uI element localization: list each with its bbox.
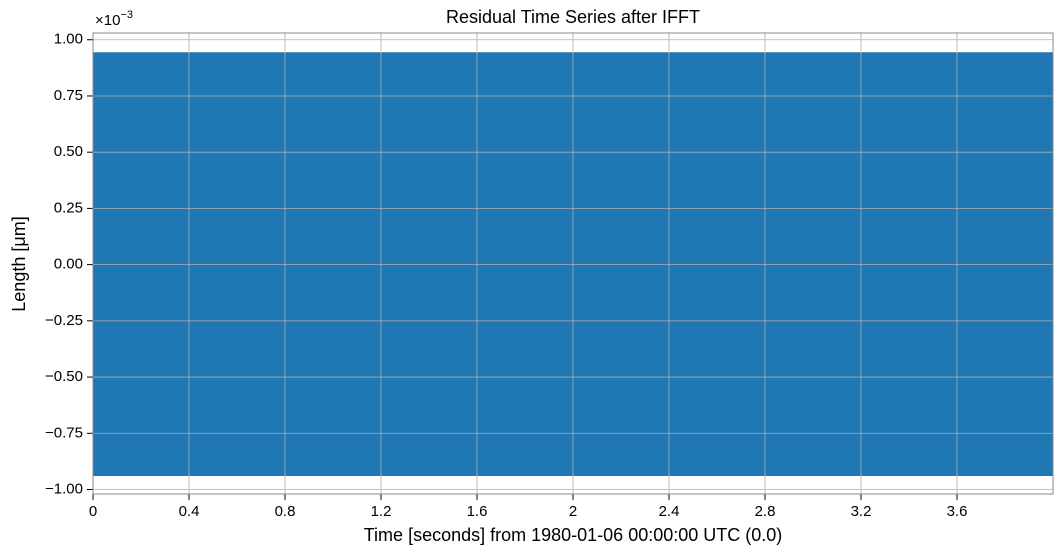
plot-frame: [92, 32, 1054, 495]
x-tick-label: 3.6: [947, 503, 968, 520]
y-tick-label: 0.50: [54, 143, 83, 160]
y-tick-label: 1.00: [54, 31, 83, 48]
chart-title: Residual Time Series after IFFT: [446, 7, 700, 27]
x-tick-label: 2: [569, 503, 577, 520]
x-tick-label: 3.2: [851, 503, 872, 520]
x-tick-label: 0.4: [179, 503, 200, 520]
x-tick-label: 0.8: [275, 503, 296, 520]
y-axis-label: Length [μm]: [9, 216, 29, 311]
y-tick-label: −0.75: [45, 424, 83, 441]
x-tick-label: 1.2: [371, 503, 392, 520]
y-tick-label: −0.50: [45, 368, 83, 385]
y-tick-label: −1.00: [45, 480, 83, 497]
x-tick-label: 0: [89, 503, 97, 520]
x-tick-label: 1.6: [467, 503, 488, 520]
y-tick-label: 0.00: [54, 256, 83, 273]
y-tick-label: 0.75: [54, 87, 83, 104]
y-offset: ×10−3: [95, 9, 133, 29]
x-tick-label: 2.4: [659, 503, 680, 520]
y-tick-label: 0.25: [54, 199, 83, 216]
x-tick-label: 2.8: [755, 503, 776, 520]
y-tick-label: −0.25: [45, 312, 83, 329]
y-offset-exponent: −3: [120, 9, 133, 21]
x-axis-label: Time [seconds] from 1980-01-06 00:00:00 …: [364, 525, 783, 545]
y-offset-base: ×10: [95, 12, 120, 29]
